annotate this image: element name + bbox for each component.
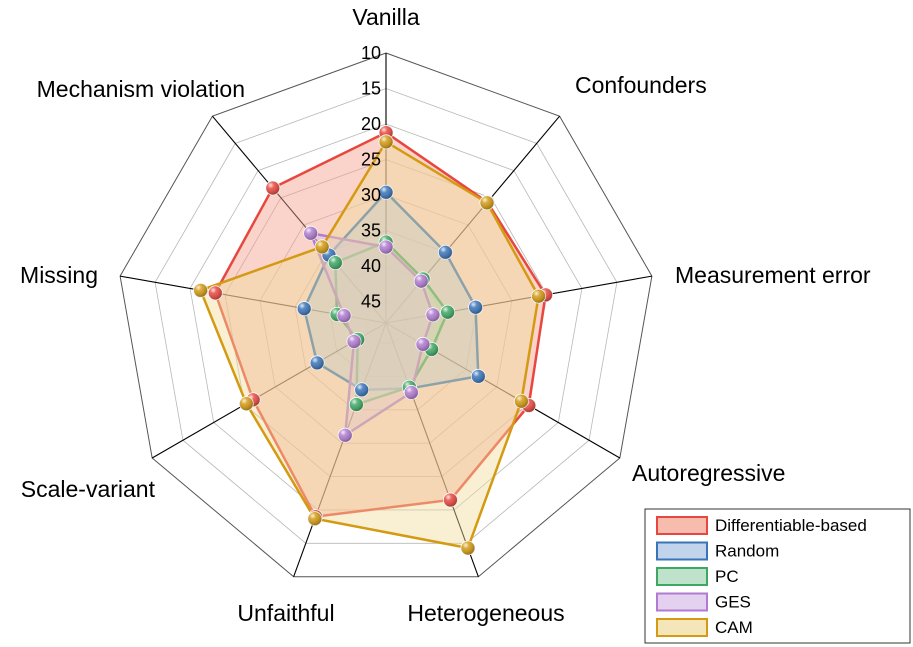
series-point-shine bbox=[468, 300, 483, 315]
legend-label: Differentiable-based bbox=[715, 516, 867, 535]
radial-ticks: 10 15 20 25 30 35 40 45 bbox=[361, 43, 381, 312]
series-point-shine bbox=[379, 134, 393, 149]
series-point-shine bbox=[440, 305, 455, 320]
series-point-shine bbox=[315, 239, 330, 254]
series-point-shine bbox=[379, 185, 393, 200]
grid-ring bbox=[259, 194, 513, 444]
series-point-shine bbox=[338, 428, 353, 443]
category-label: Unfaithful bbox=[237, 600, 334, 626]
series-point-shine bbox=[239, 396, 254, 411]
series-point-shine bbox=[438, 245, 453, 260]
category-label: Confounders bbox=[575, 72, 707, 98]
series-point-shine bbox=[328, 255, 343, 270]
spoke-line bbox=[385, 322, 479, 577]
tick-label: 25 bbox=[361, 150, 381, 170]
category-label: Mechanism violation bbox=[37, 76, 245, 102]
spoke-line bbox=[151, 322, 387, 459]
category-label: Measurement error bbox=[675, 262, 871, 288]
grid-ring bbox=[189, 123, 583, 511]
legend-swatch bbox=[656, 516, 708, 535]
legend-swatch bbox=[656, 541, 708, 561]
series-point-shine bbox=[354, 382, 369, 397]
category-label: Scale-variant bbox=[21, 476, 156, 502]
legend-label: Random bbox=[715, 542, 779, 561]
grid-ring bbox=[224, 159, 548, 477]
series-point-shine bbox=[460, 541, 475, 556]
category-label: Autoregressive bbox=[632, 460, 785, 486]
spoke-line bbox=[385, 115, 560, 324]
series-point-shine bbox=[208, 285, 223, 300]
tick-label: 35 bbox=[361, 221, 381, 241]
series-point-shine bbox=[479, 195, 494, 210]
tick-label: 30 bbox=[361, 185, 381, 205]
series-point-shine bbox=[415, 337, 430, 352]
series-point-shine bbox=[297, 301, 312, 316]
legend-swatch bbox=[656, 592, 708, 612]
series-point-shine bbox=[265, 181, 280, 196]
series-area bbox=[309, 231, 435, 437]
category-label: Vanilla bbox=[352, 4, 420, 30]
series-point-shine bbox=[303, 226, 318, 241]
grid-ring bbox=[364, 301, 408, 344]
category-label: Heterogeneous bbox=[407, 600, 564, 626]
series-point-shine bbox=[531, 289, 546, 304]
legend-label: CAM bbox=[715, 618, 753, 637]
series-point-shine bbox=[514, 394, 529, 409]
spoke-line bbox=[212, 115, 387, 324]
series-point-shine bbox=[404, 385, 419, 400]
series-point-shine bbox=[414, 274, 429, 289]
legend-swatch bbox=[656, 618, 708, 637]
series-point-shine bbox=[347, 334, 362, 349]
tick-label: 20 bbox=[361, 114, 381, 134]
spoke-line bbox=[293, 322, 387, 577]
tick-label: 10 bbox=[361, 43, 381, 63]
legend-label: GES bbox=[715, 593, 751, 612]
legend-swatch bbox=[656, 567, 708, 586]
tick-label: 40 bbox=[361, 256, 381, 276]
tick-label: 15 bbox=[361, 79, 381, 99]
grid-ring bbox=[119, 52, 653, 578]
grid-ring bbox=[329, 265, 443, 377]
series-point-shine bbox=[310, 355, 325, 370]
series-point-shine bbox=[443, 492, 458, 507]
series-point-shine bbox=[471, 369, 486, 384]
series-area bbox=[199, 140, 540, 550]
radar-series bbox=[193, 125, 553, 556]
category-labels: Vanilla Confounders Measurement error Autor… bbox=[20, 4, 871, 626]
series-point-shine bbox=[337, 308, 352, 323]
series-point-shine bbox=[193, 283, 208, 298]
category-label: Missing bbox=[20, 262, 98, 288]
legend: Differentiable-based Random PC GES CAM bbox=[644, 508, 911, 644]
series-point-shine bbox=[379, 239, 393, 254]
grid-ring bbox=[154, 88, 618, 544]
series-point-shine bbox=[307, 511, 322, 526]
series-point-shine bbox=[425, 307, 440, 322]
series-area bbox=[214, 131, 547, 518]
series-point-shine bbox=[349, 397, 364, 412]
tick-label: 45 bbox=[361, 292, 381, 312]
legend-label: PC bbox=[715, 567, 739, 586]
